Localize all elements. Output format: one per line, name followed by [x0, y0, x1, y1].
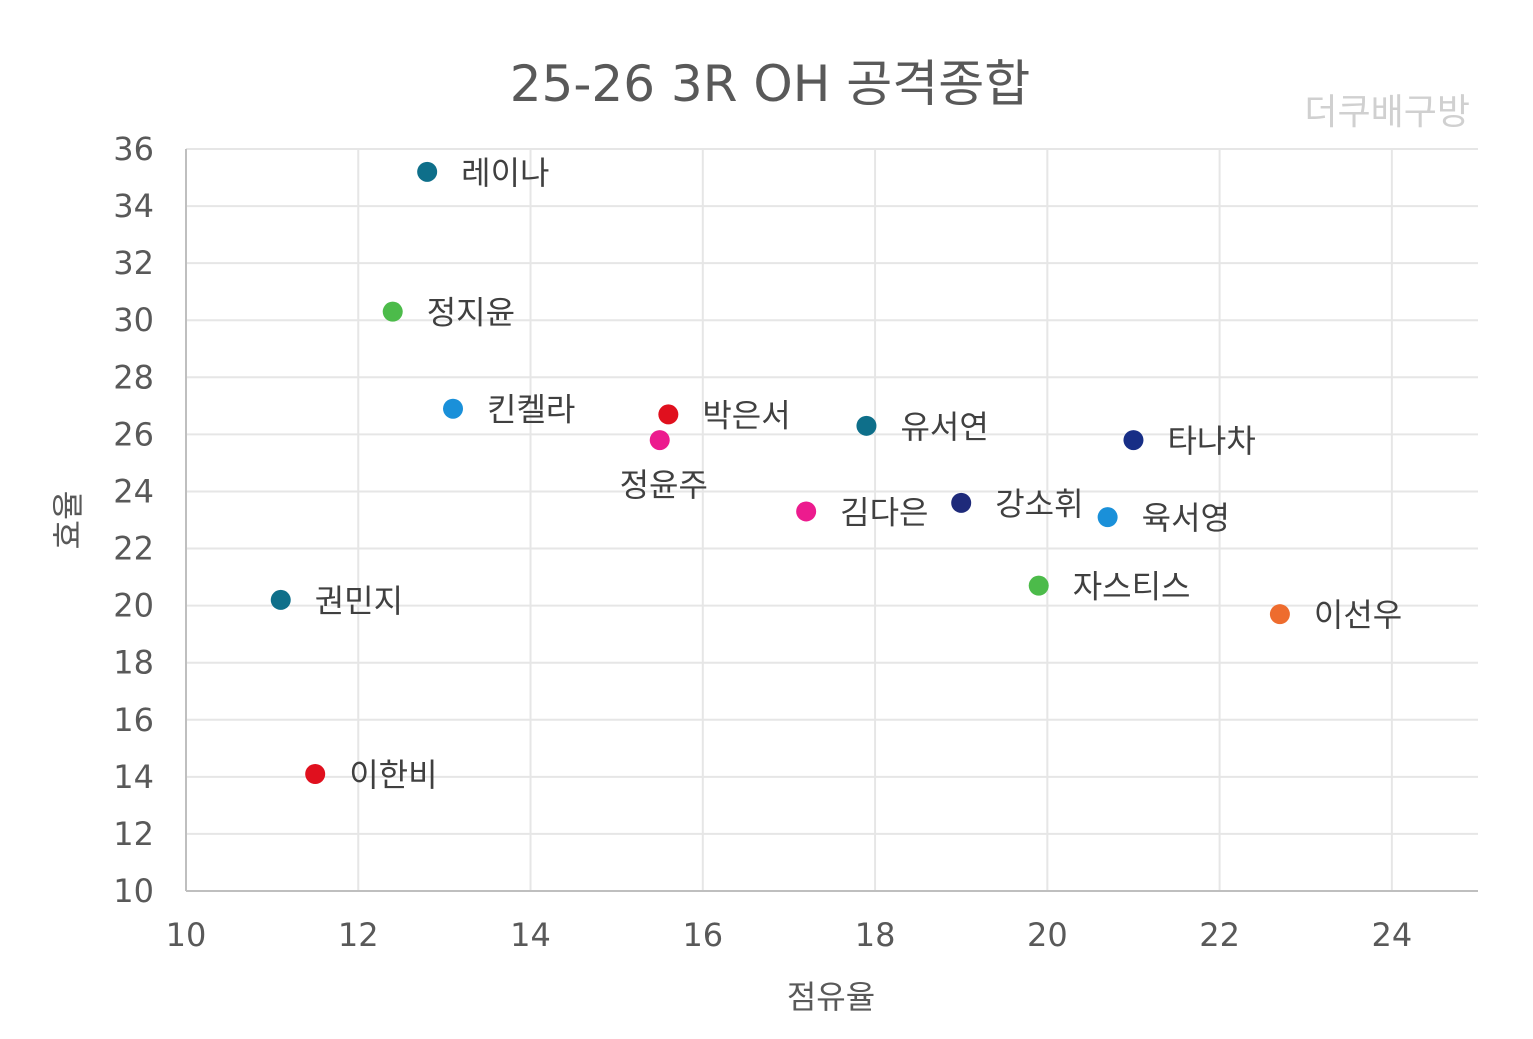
y-tick-label: 26: [113, 415, 154, 453]
x-tick-label: 24: [1372, 916, 1413, 954]
data-point: [649, 430, 670, 451]
point-label: 김다은: [840, 493, 928, 531]
y-tick-label: 18: [113, 644, 154, 682]
y-tick-label: 12: [113, 815, 154, 853]
gridlines: [186, 148, 1478, 891]
point-label: 타나차: [1167, 422, 1255, 460]
watermark: 더쿠배구방: [1304, 92, 1470, 133]
y-tick-label: 30: [113, 301, 154, 339]
point-label: 정지윤: [427, 294, 515, 332]
data-point: [270, 589, 291, 610]
data-point: [1028, 575, 1049, 596]
data-point: [443, 398, 464, 419]
y-tick-label: 24: [113, 472, 154, 510]
data-point: [1269, 604, 1290, 625]
x-tick-label: 14: [510, 916, 551, 954]
x-axis-title: 점유율: [787, 978, 875, 1016]
data-point: [417, 161, 438, 182]
point-label: 이한비: [349, 756, 437, 794]
point-label: 강소휘: [995, 485, 1083, 523]
y-tick-label: 34: [113, 187, 154, 225]
point-label: 이선우: [1314, 596, 1402, 634]
axes: [185, 149, 1478, 892]
y-axis-title: 효율: [49, 491, 87, 550]
x-tick-label: 20: [1027, 916, 1068, 954]
point-label: 레이나: [461, 154, 549, 192]
point-label: 킨켈라: [487, 391, 575, 429]
x-tick-label: 18: [855, 916, 896, 954]
data-point: [382, 301, 403, 322]
data-point: [856, 415, 877, 436]
y-tick-label: 36: [113, 130, 154, 168]
y-tick-label: 22: [113, 530, 154, 568]
chart-title: 25-26 3R OH 공격종합: [510, 55, 1030, 113]
x-tick-label: 16: [682, 916, 723, 954]
data-point: [305, 763, 326, 784]
x-tick-label: 10: [166, 916, 207, 954]
point-label: 권민지: [315, 582, 403, 620]
y-tick-label: 16: [113, 701, 154, 739]
data-point: [1097, 507, 1118, 528]
y-tick-label: 10: [113, 872, 154, 910]
data-point: [1123, 430, 1144, 451]
data-point: [796, 501, 817, 522]
y-tick-label: 28: [113, 358, 154, 396]
y-tick-label: 14: [113, 758, 154, 796]
point-label: 자스티스: [1073, 568, 1191, 606]
y-tick-label: 20: [113, 587, 154, 625]
x-tick-label: 22: [1199, 916, 1240, 954]
data-point: [951, 492, 972, 513]
x-tick-label: 12: [338, 916, 379, 954]
data-point: [658, 404, 679, 425]
tick-labels: 10 12 14 16 18 20 22 24 26 28 30 32 34 36 10 12 14 16 18 20…: [113, 130, 1412, 954]
y-tick-label: 32: [113, 244, 154, 282]
point-label: 정윤주: [620, 466, 708, 504]
point-label: 육서영: [1142, 499, 1230, 537]
point-label: 박은서: [702, 396, 790, 434]
point-label: 유서연: [900, 408, 988, 446]
